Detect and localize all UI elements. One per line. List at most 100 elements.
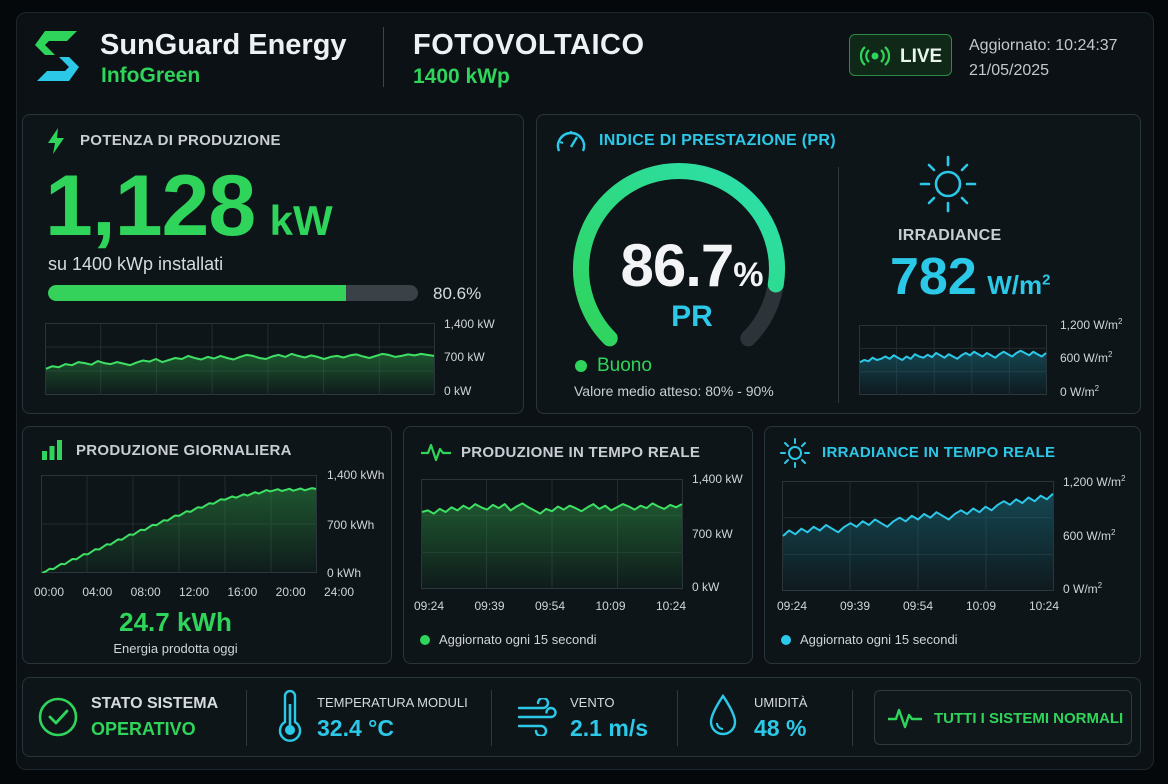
daily-title: PRODUZIONE GIORNALIERA — [76, 442, 292, 459]
sun-small-icon — [780, 438, 810, 468]
dashboard-screen: SunGuard Energy InfoGreen FOTOVOLTAICO 1… — [16, 12, 1154, 770]
realtime-production-chart — [421, 479, 683, 589]
status-divider-4 — [852, 690, 853, 746]
gauge-icon — [556, 131, 586, 152]
x-tick-label: 20:00 — [275, 585, 306, 599]
production-progress-track — [48, 285, 418, 301]
pr-label: PR — [671, 300, 713, 333]
irradiance-unit-sup: 2 — [1042, 271, 1051, 289]
x-tick-label: 09:39 — [474, 599, 505, 613]
pr-divider — [838, 167, 839, 403]
performance-card: INDICE DI PRESTAZIONE (PR) 86.7% PR Buon… — [536, 114, 1141, 414]
sun-icon — [919, 155, 977, 213]
realtime-prod-dot — [420, 635, 430, 645]
irradiance-spark-area — [860, 350, 1046, 395]
realtime-prod-footer: Aggiornato ogni 15 secondi — [439, 632, 597, 647]
production-value: 1,128 kW — [45, 157, 333, 256]
x-tick-label: 00:00 — [33, 585, 65, 599]
realtime-irr-axis-bottom-sup: 2 — [1097, 581, 1103, 590]
irradiance-axis-bottom-base: 0 W/m — [1060, 385, 1095, 399]
x-tick-label: 09:24 — [413, 599, 445, 613]
x-tick-label: 10:24 — [655, 599, 687, 613]
plant-capacity: 1400 kWp — [413, 65, 510, 88]
x-tick-label: 16:00 — [227, 585, 258, 599]
all-systems-normal-label: TUTTI I SISTEMI NORMALI — [934, 710, 1124, 727]
x-tick-label: 08:00 — [130, 585, 161, 599]
realtime-irr-dot — [781, 635, 791, 645]
wind-label: VENTO — [570, 695, 615, 710]
production-progress-label: 80.6% — [433, 284, 482, 303]
live-badge[interactable]: LIVE — [849, 34, 952, 76]
pr-gauge-fill — [573, 163, 785, 347]
daily-line — [41, 487, 317, 573]
live-label: LIVE — [900, 46, 943, 67]
pr-title: INDICE DI PRESTAZIONE (PR) — [599, 132, 836, 149]
irradiance-axis-bottom-sup: 2 — [1094, 384, 1100, 393]
sunguard-logo-icon — [35, 31, 79, 81]
humidity-value: 48 % — [754, 715, 807, 741]
pr-expected: Valore medio atteso: 80% - 90% — [574, 383, 774, 399]
production-value-number: 1,128 — [45, 158, 256, 254]
irradiance-spark-line — [859, 349, 1047, 364]
x-tick-label: 09:39 — [839, 599, 871, 613]
x-tick-label: 09:24 — [776, 599, 808, 613]
x-tick-label: 24:00 — [323, 585, 355, 599]
production-spark-area — [46, 353, 434, 395]
irradiance-axis-mid: 600 W/m2 — [1060, 350, 1112, 365]
pr-gauge — [573, 163, 785, 347]
x-tick-label: 12:00 — [178, 585, 210, 599]
production-axis-top: 1,400 kW — [444, 317, 495, 331]
realtime-irradiance-card: IRRADIANCE IN TEMPO REALE 1,200 W/m2 600… — [764, 426, 1141, 664]
brand-subname: InfoGreen — [101, 64, 201, 87]
realtime-irr-title: IRRADIANCE IN TEMPO REALE — [822, 444, 1056, 461]
realtime-irr-line — [782, 493, 1054, 537]
irradiance-axis-mid-sup: 2 — [1108, 350, 1113, 359]
last-updated-time: Aggiornato: 10:24:37 — [969, 37, 1118, 54]
daily-production-chart — [41, 475, 317, 573]
x-tick-label: 04:00 — [82, 585, 113, 599]
x-tick-label: 10:09 — [965, 599, 997, 613]
realtime-irr-axis-top: 1,200 W/m2 — [1063, 474, 1125, 489]
production-value-unit: kW — [269, 197, 333, 244]
production-subtitle: su 1400 kWp installati — [48, 254, 224, 274]
humidity-label: UMIDITÀ — [754, 695, 808, 710]
production-power-card: POTENZA DI PRODUZIONE 1,128 kW su 1400 k… — [22, 114, 524, 414]
temperature-value: 32.4 °C — [317, 715, 394, 741]
plant-title: FOTOVOLTAICO — [413, 29, 645, 61]
system-status-value: OPERATIVO — [91, 719, 196, 739]
heartbeat-icon — [888, 708, 922, 729]
status-bar: STATO SISTEMA OPERATIVO TEMPERATURA MODU… — [22, 677, 1141, 757]
pr-status: Buono — [597, 355, 652, 376]
production-title: POTENZA DI PRODUZIONE — [80, 132, 281, 149]
all-systems-normal-button[interactable]: TUTTI I SISTEMI NORMALI — [874, 690, 1132, 745]
irradiance-value-unit: W/m2 — [987, 270, 1050, 300]
wind-icon — [517, 698, 557, 736]
realtime-prod-axis-mid: 700 kW — [692, 527, 733, 541]
x-tick-label: 10:09 — [595, 599, 626, 613]
lightning-icon — [48, 128, 64, 154]
status-divider-2 — [491, 690, 492, 746]
pr-status-dot — [575, 360, 587, 372]
irradiance-value-number: 782 — [890, 248, 977, 306]
x-tick-label: 10:24 — [1028, 599, 1060, 613]
thermometer-icon — [278, 690, 302, 742]
production-spark-line — [45, 352, 435, 370]
irradiance-sparkline — [859, 325, 1047, 395]
realtime-irr-axis-top-sup: 2 — [1121, 474, 1126, 483]
water-drop-icon — [709, 693, 737, 736]
last-updated-date: 21/05/2025 — [969, 62, 1050, 79]
irradiance-axis-top-sup: 2 — [1118, 317, 1123, 326]
check-circle-icon — [38, 697, 78, 737]
daily-axis-bottom: 0 kWh — [327, 566, 362, 580]
production-progress-fill — [48, 285, 347, 301]
production-sparkline — [45, 323, 435, 395]
x-tick-label: 09:54 — [534, 599, 566, 613]
bar-chart-icon — [42, 440, 62, 460]
irradiance-title: IRRADIANCE — [898, 227, 1002, 244]
logo — [31, 27, 83, 85]
daily-axis-mid: 700 kWh — [327, 518, 375, 532]
daily-production-card: PRODUZIONE GIORNALIERA 1,400 kWh 700 kWh… — [22, 426, 392, 664]
realtime-irr-axis-bottom: 0 W/m2 — [1063, 581, 1102, 596]
irradiance-axis-top-base: 1,200 W/m — [1060, 318, 1119, 332]
realtime-irr-axis-mid-base: 600 W/m — [1063, 529, 1112, 543]
